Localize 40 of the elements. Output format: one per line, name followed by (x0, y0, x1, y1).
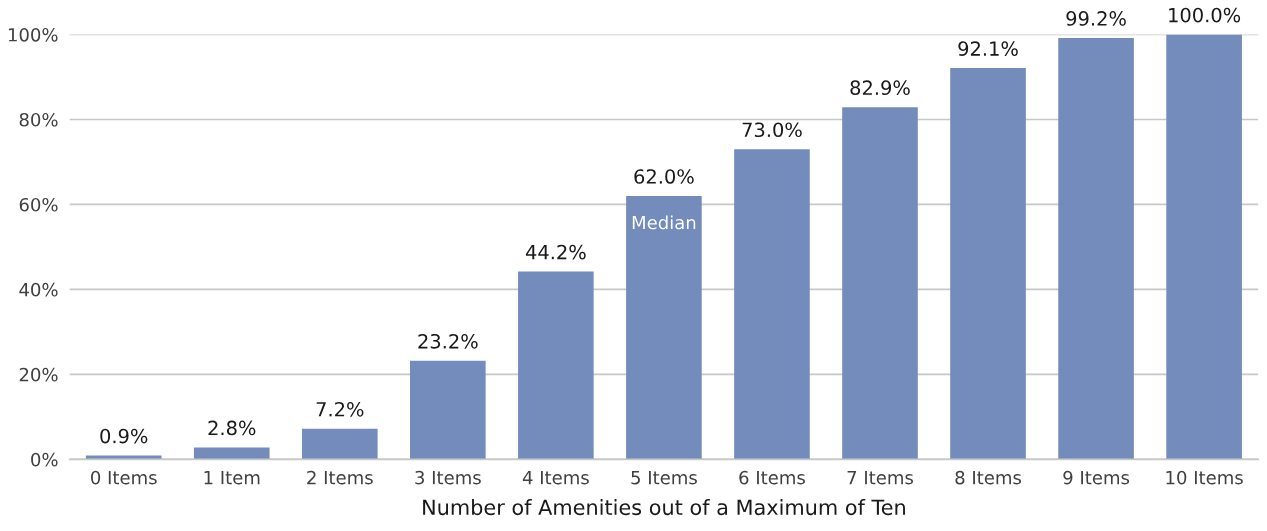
y-tick-label: 60% (19, 197, 58, 212)
data-label: 62.0% (634, 169, 694, 184)
x-axis-title: Number of Amenities out of a Maximum of Ten (423, 499, 905, 516)
x-tick-label: 6 Items (739, 470, 805, 485)
x-tick-label: 4 Items (522, 470, 589, 485)
y-tick-label: 20% (19, 367, 58, 382)
x-tick-label: 9 Items (1063, 470, 1130, 485)
data-label: 92.1% (958, 41, 1018, 56)
x-tick-label: 10 Items (1166, 470, 1243, 485)
data-label: 0.9% (100, 428, 148, 444)
y-tick-label: 80% (19, 112, 58, 127)
y-tick-label: 0% (31, 452, 58, 467)
data-label: 44.2% (525, 244, 586, 260)
data-label: 99.2% (1066, 11, 1126, 26)
bar (950, 68, 1026, 460)
data-label: 82.9% (850, 80, 910, 96)
x-tick-label: 5 Items (631, 470, 697, 485)
bar (193, 447, 270, 460)
y-tick-label: 100% (8, 27, 58, 42)
bar (410, 360, 486, 460)
data-label: 7.2% (316, 401, 364, 417)
data-label: 73.0% (742, 122, 802, 138)
data-label: 100.0% (1169, 7, 1241, 23)
x-tick-label: 3 Items (415, 470, 481, 485)
x-tick-label: 1 Item (204, 470, 260, 485)
bar (1058, 37, 1134, 460)
x-tick-label: 0 Items (91, 470, 157, 485)
bar (842, 107, 918, 460)
bar (1166, 34, 1242, 460)
data-label: 23.2% (418, 333, 478, 349)
bar (518, 271, 594, 460)
data-label: 2.8% (208, 420, 256, 436)
x-tick-label: 2 Items (307, 470, 373, 485)
bar (734, 149, 810, 460)
x-tick-label: 8 Items (955, 470, 1022, 485)
annotation: Median (632, 215, 696, 230)
x-tick-label: 7 Items (847, 470, 913, 485)
bar (626, 195, 702, 460)
bar (301, 428, 378, 460)
y-tick-label: 40% (19, 282, 58, 297)
